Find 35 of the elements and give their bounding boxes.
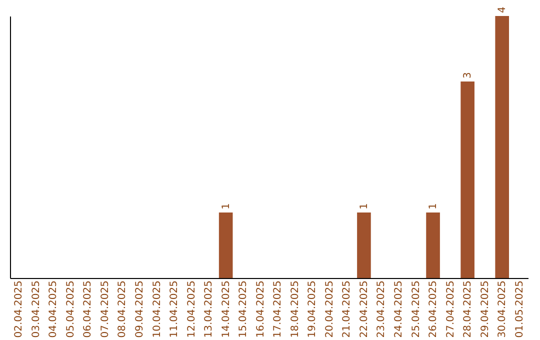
x-tick-label: 09.04.2025 bbox=[134, 280, 146, 338]
data-label: 1 bbox=[358, 203, 370, 210]
x-tick-label: 28.04.2025 bbox=[462, 280, 474, 338]
x-tick-label: 02.04.2025 bbox=[14, 280, 25, 338]
x-tick-label: 17.04.2025 bbox=[272, 280, 284, 338]
data-label: 1 bbox=[428, 203, 440, 210]
x-tick-label: 30.04.2025 bbox=[497, 280, 508, 338]
x-tick-label: 13.04.2025 bbox=[204, 280, 215, 338]
x-tick-label: 24.04.2025 bbox=[394, 280, 404, 338]
x-tick-label: 21.04.2025 bbox=[342, 280, 353, 338]
x-tick-label: 06.04.2025 bbox=[82, 280, 94, 338]
x-tick-label: 10.04.2025 bbox=[152, 280, 163, 338]
x-tick-label: 19.04.2025 bbox=[307, 280, 318, 338]
data-label: 1 bbox=[220, 203, 232, 210]
x-tick-label: 14.04.2025 bbox=[220, 280, 232, 338]
x-tick-label: 05.04.2025 bbox=[65, 280, 76, 338]
x-tick-label: 04.04.2025 bbox=[48, 280, 60, 338]
x-tick-label: 18.04.2025 bbox=[290, 280, 301, 338]
x-tick-label: 22.04.2025 bbox=[358, 280, 370, 338]
x-tick-label: 25.04.2025 bbox=[410, 280, 422, 338]
x-tick-label: 07.04.2025 bbox=[100, 280, 111, 338]
x-tick-label: 08.04.2025 bbox=[117, 280, 128, 338]
x-tick-label: 27.04.2025 bbox=[445, 280, 456, 338]
data-label: 3 bbox=[462, 72, 474, 78]
x-tick-label: 16.04.2025 bbox=[255, 280, 266, 338]
x-tick-label: 15.04.2025 bbox=[238, 280, 250, 338]
x-tick-label: 01.05.2025 bbox=[514, 280, 526, 338]
x-tick-label: 12.04.2025 bbox=[186, 280, 198, 338]
data-label: 4 bbox=[497, 6, 508, 13]
x-tick-label: 29.04.2025 bbox=[480, 280, 491, 338]
x-tick-label: 11.04.2025 bbox=[169, 280, 180, 338]
x-tick-label: 23.04.2025 bbox=[376, 280, 388, 338]
x-tick-label: 20.04.2025 bbox=[324, 280, 336, 338]
x-tick-label: 03.04.2025 bbox=[30, 280, 42, 338]
x-tick-label: 26.04.2025 bbox=[428, 280, 440, 338]
